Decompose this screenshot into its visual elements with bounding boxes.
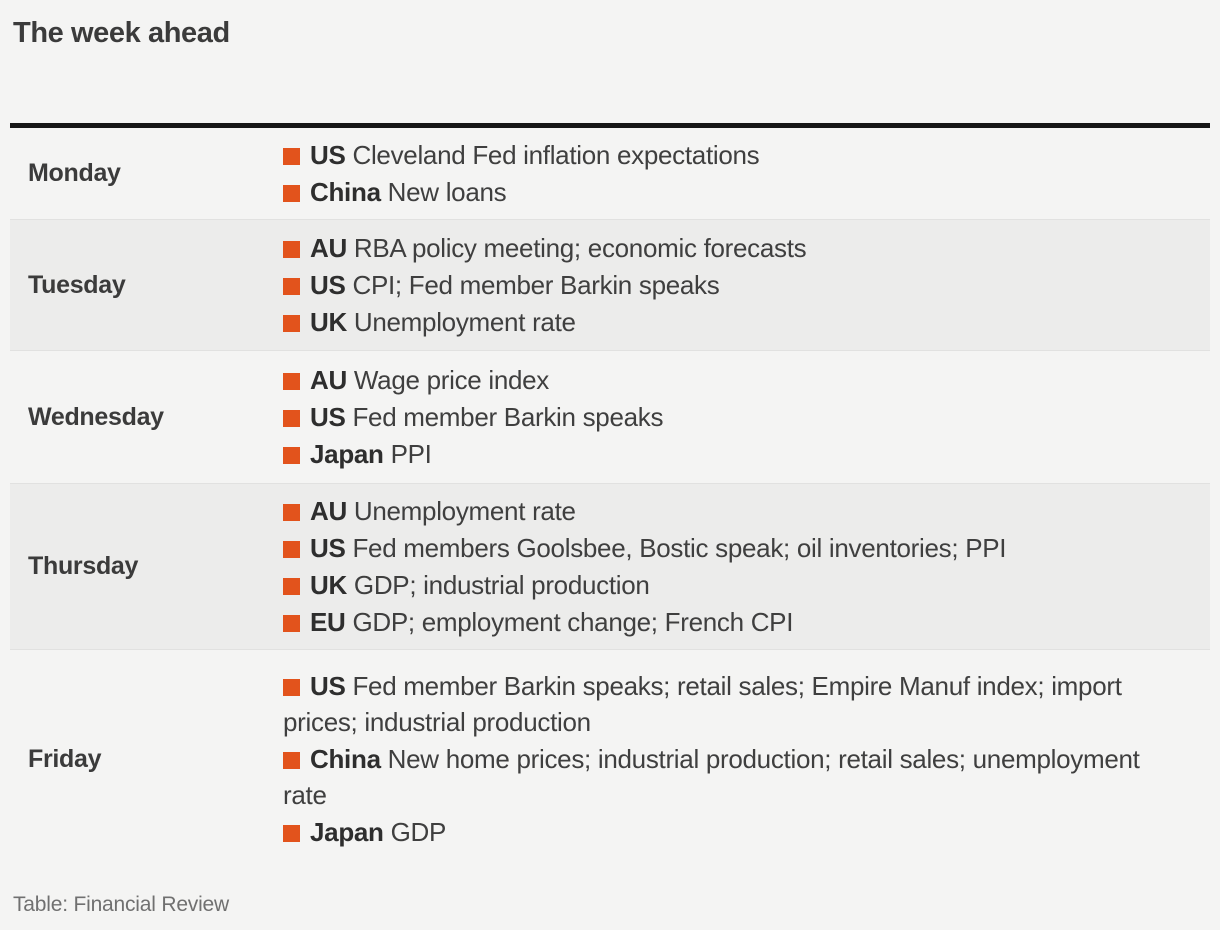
event-item: UK Unemployment rate <box>283 304 1163 340</box>
bullet-square-icon <box>283 278 300 295</box>
event-region: US <box>310 140 346 170</box>
day-label: Wednesday <box>28 402 164 431</box>
bullet-square-icon <box>283 410 300 427</box>
table-row-monday: Monday US Cleveland Fed inflation expect… <box>10 128 1210 219</box>
event-region: Japan <box>310 817 384 847</box>
event-region: US <box>310 671 346 701</box>
event-region: UK <box>310 570 347 600</box>
event-item: AU Unemployment rate <box>283 493 1163 529</box>
bullet-square-icon <box>283 752 300 769</box>
event-item: Japan GDP <box>283 814 1163 850</box>
event-region: UK <box>310 307 347 337</box>
event-detail: Fed member Barkin speaks <box>352 402 664 432</box>
page-title: The week ahead <box>13 17 230 49</box>
event-item: China New loans <box>283 174 1163 210</box>
event-item: US Cleveland Fed inflation expectations <box>283 137 1163 173</box>
bullet-square-icon <box>283 447 300 464</box>
day-label: Thursday <box>28 552 139 580</box>
event-region: AU <box>310 233 347 263</box>
event-region: US <box>310 533 346 563</box>
event-item: US Fed members Goolsbee, Bostic speak; o… <box>283 530 1163 566</box>
event-item: UK GDP; industrial production <box>283 567 1163 603</box>
event-detail: Cleveland Fed inflation expectations <box>352 140 760 170</box>
events-cell: AU Wage price index US Fed member Barkin… <box>283 361 1163 473</box>
event-detail: Wage price index <box>353 365 550 395</box>
event-detail: RBA policy meeting; economic forecasts <box>353 233 807 263</box>
bullet-square-icon <box>283 679 300 696</box>
bullet-square-icon <box>283 373 300 390</box>
events-cell: US Cleveland Fed inflation expectations … <box>283 136 1163 211</box>
event-region: China <box>310 744 381 774</box>
bullet-square-icon <box>283 615 300 632</box>
event-detail: GDP; employment change; French CPI <box>352 607 794 637</box>
event-detail: Unemployment rate <box>353 307 576 337</box>
bullet-square-icon <box>283 504 300 521</box>
event-item: EU GDP; employment change; French CPI <box>283 604 1163 640</box>
event-item: AU Wage price index <box>283 362 1163 398</box>
event-region: US <box>310 270 346 300</box>
events-cell: AU Unemployment rate US Fed members Gool… <box>283 492 1163 641</box>
event-detail: PPI <box>390 439 432 469</box>
event-region: AU <box>310 365 347 395</box>
event-region: China <box>310 177 381 207</box>
event-detail: GDP <box>390 817 447 847</box>
header-rule <box>10 123 1210 128</box>
event-item: Japan PPI <box>283 436 1163 472</box>
bullet-square-icon <box>283 541 300 558</box>
bullet-square-icon <box>283 148 300 165</box>
day-label: Friday <box>28 744 102 773</box>
event-detail: CPI; Fed member Barkin speaks <box>352 270 720 300</box>
event-item: AU RBA policy meeting; economic forecast… <box>283 230 1163 266</box>
day-label: Tuesday <box>28 270 126 299</box>
event-detail: GDP; industrial production <box>353 570 650 600</box>
table-row-wednesday: Wednesday AU Wage price index US Fed mem… <box>10 351 1210 483</box>
table-credit: Table: Financial Review <box>13 893 230 916</box>
bullet-square-icon <box>283 825 300 842</box>
events-cell: US Fed member Barkin speaks; retail sale… <box>283 667 1163 851</box>
bullet-square-icon <box>283 185 300 202</box>
table-row-tuesday: Tuesday AU RBA policy meeting; economic … <box>10 219 1210 351</box>
event-region: EU <box>310 607 346 637</box>
event-detail: Unemployment rate <box>353 496 576 526</box>
event-region: AU <box>310 496 347 526</box>
event-detail: Fed members Goolsbee, Bostic speak; oil … <box>352 533 1007 563</box>
event-item: US CPI; Fed member Barkin speaks <box>283 267 1163 303</box>
event-detail: New home prices; industrial production; … <box>283 744 1140 810</box>
table-row-thursday: Thursday AU Unemployment rate US Fed mem… <box>10 483 1210 650</box>
event-detail: Fed member Barkin speaks; retail sales; … <box>283 671 1122 737</box>
event-detail: New loans <box>387 177 507 207</box>
events-cell: AU RBA policy meeting; economic forecast… <box>283 229 1163 341</box>
table-row-friday: Friday US Fed member Barkin speaks; reta… <box>10 650 1210 868</box>
bullet-square-icon <box>283 578 300 595</box>
day-label: Monday <box>28 159 121 187</box>
event-item: US Fed member Barkin speaks <box>283 399 1163 435</box>
bullet-square-icon <box>283 315 300 332</box>
week-table: Monday US Cleveland Fed inflation expect… <box>10 128 1210 868</box>
event-item: China New home prices; industrial produc… <box>283 741 1163 813</box>
bullet-square-icon <box>283 241 300 258</box>
event-region: US <box>310 402 346 432</box>
event-region: Japan <box>310 439 384 469</box>
event-item: US Fed member Barkin speaks; retail sale… <box>283 668 1163 740</box>
